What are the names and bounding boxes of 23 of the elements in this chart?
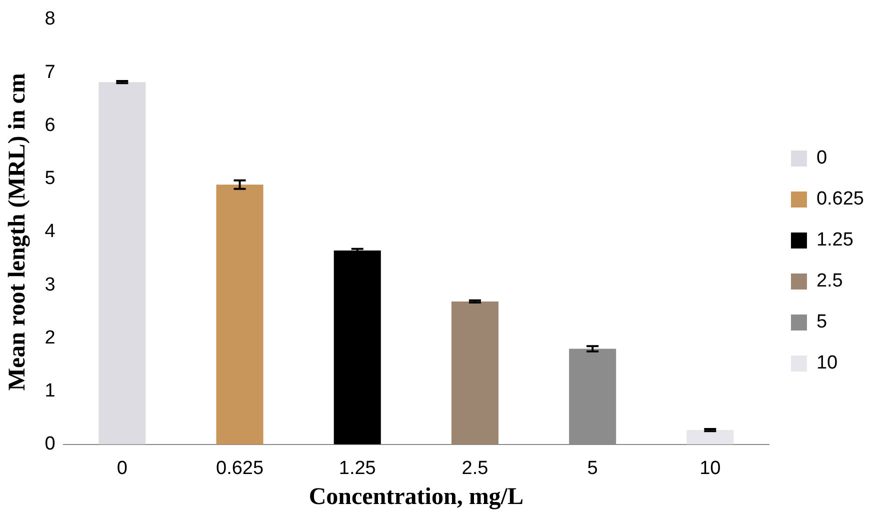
- y-axis-title: Mean root length (MRL) in cm: [4, 73, 31, 391]
- y-tick-label: 5: [44, 168, 56, 190]
- y-tick-label: 3: [44, 274, 56, 296]
- y-tick-label: 4: [44, 221, 56, 242]
- legend-label: 0.625: [816, 188, 864, 210]
- y-tick-label: 7: [44, 62, 56, 83]
- y-tick-label: 0: [44, 434, 56, 455]
- legend-label: 2.5: [816, 270, 843, 292]
- legend-label: 5: [816, 312, 828, 333]
- x-tick-label: 0.625: [216, 458, 264, 480]
- x-tick-label: 10: [700, 458, 721, 480]
- legend-label: 10: [816, 352, 838, 374]
- y-tick-label: 2: [44, 327, 56, 348]
- y-tick-label: 8: [44, 8, 56, 30]
- legend-label: 1.25: [816, 230, 854, 251]
- legend-label: 0: [816, 148, 828, 169]
- x-tick-label: 1.25: [338, 458, 376, 480]
- x-tick-label: 5: [587, 458, 598, 480]
- x-tick-label: 2.5: [462, 458, 488, 480]
- y-tick-label: 1: [44, 380, 56, 402]
- y-tick-label: 6: [44, 114, 56, 136]
- x-tick-label: 0: [116, 458, 128, 480]
- x-axis-title: Concentration, mg/L: [308, 484, 524, 510]
